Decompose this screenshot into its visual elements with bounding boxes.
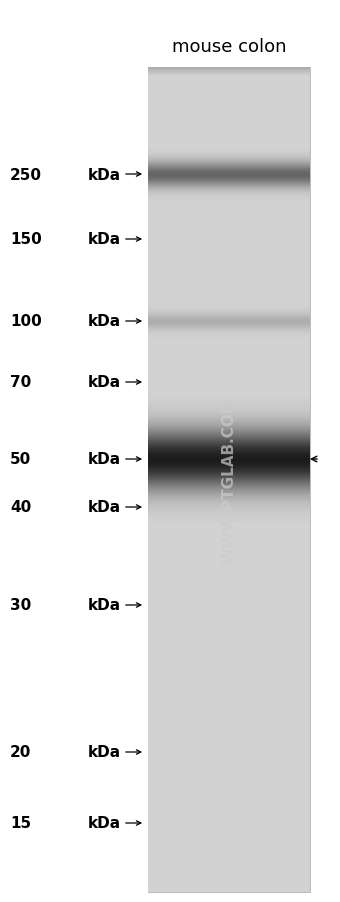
Text: 50: 50 [10, 452, 31, 467]
Text: 250: 250 [10, 167, 42, 182]
Text: 100: 100 [10, 314, 42, 329]
Text: 15: 15 [10, 815, 31, 831]
Text: 40: 40 [10, 500, 31, 515]
Text: kDa: kDa [88, 815, 121, 831]
Text: 150: 150 [10, 232, 42, 247]
Text: kDa: kDa [88, 500, 121, 515]
Bar [148, 68, 310, 892]
Text: kDa: kDa [88, 375, 121, 390]
Text: WWW.PTGLAB.COM: WWW.PTGLAB.COM [221, 397, 237, 564]
Text: kDa: kDa [88, 314, 121, 329]
Text: kDa: kDa [88, 167, 121, 182]
Text: 20: 20 [10, 745, 31, 759]
Text: kDa: kDa [88, 232, 121, 247]
Text: 30: 30 [10, 598, 31, 612]
Text: 70: 70 [10, 375, 31, 390]
Text: kDa: kDa [88, 745, 121, 759]
Text: mouse colon: mouse colon [172, 38, 286, 56]
Text: kDa: kDa [88, 452, 121, 467]
Text: kDa: kDa [88, 598, 121, 612]
